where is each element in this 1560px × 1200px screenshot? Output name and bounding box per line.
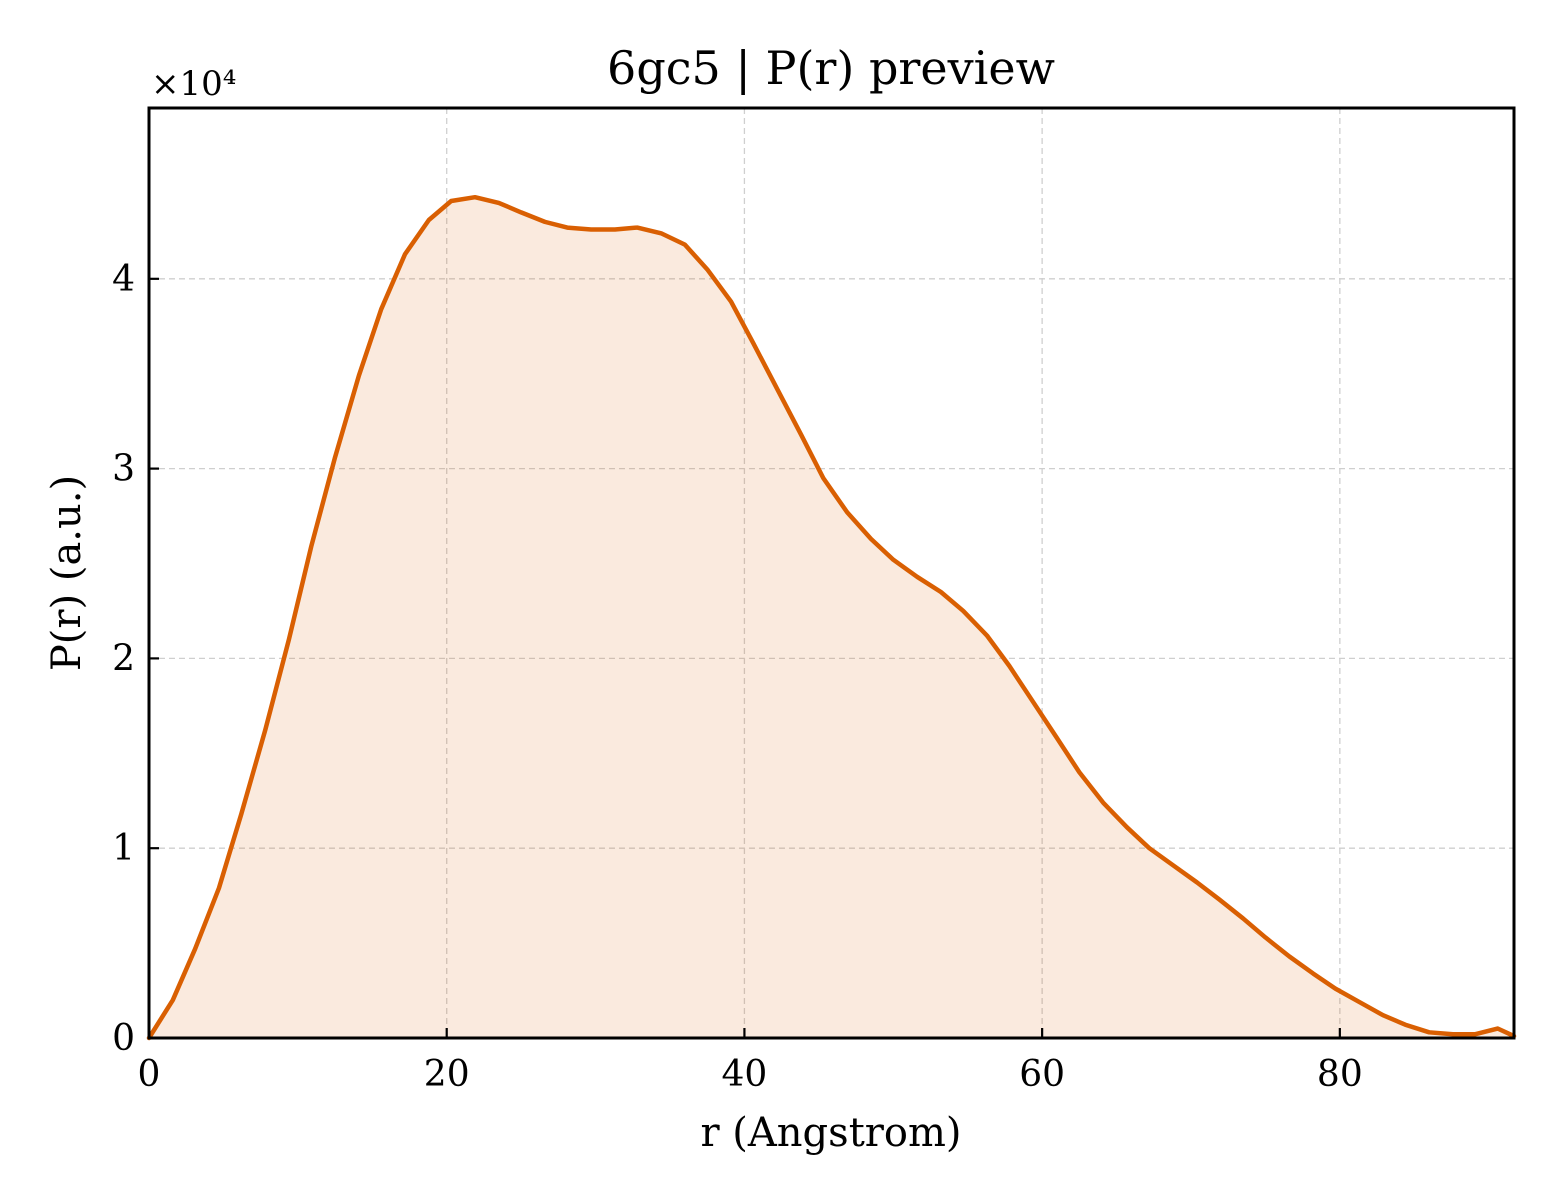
y-tick-label: 4 — [112, 259, 135, 300]
y-tick-label: 2 — [112, 638, 135, 679]
series-area-fill — [149, 197, 1514, 1038]
ticks — [147, 277, 1341, 1040]
y-axis-multiplier: ×10⁴ — [151, 64, 236, 104]
tick-labels: 0 20 40 60 80 0 1 2 3 4 — [112, 259, 1363, 1095]
x-tick-label: 60 — [1019, 1054, 1065, 1095]
x-tick-label: 0 — [138, 1054, 161, 1095]
series-area — [149, 197, 1514, 1038]
y-tick-label: 1 — [112, 828, 135, 869]
y-axis-label: P(r) (a.u.) — [44, 475, 90, 671]
x-tick-label: 20 — [424, 1054, 470, 1095]
series-line — [146, 194, 1517, 1041]
x-tick-label: 80 — [1317, 1054, 1363, 1095]
y-tick-label: 3 — [112, 449, 135, 490]
chart-title: 6gc5 | P(r) preview — [607, 41, 1055, 95]
x-tick-label: 40 — [722, 1054, 768, 1095]
y-tick-label: 0 — [112, 1018, 135, 1059]
plot-frame — [147, 106, 1516, 1040]
grid — [149, 108, 1514, 1038]
series-line-group — [146, 194, 1517, 1041]
x-axis-label: r (Angstrom) — [700, 1110, 961, 1156]
